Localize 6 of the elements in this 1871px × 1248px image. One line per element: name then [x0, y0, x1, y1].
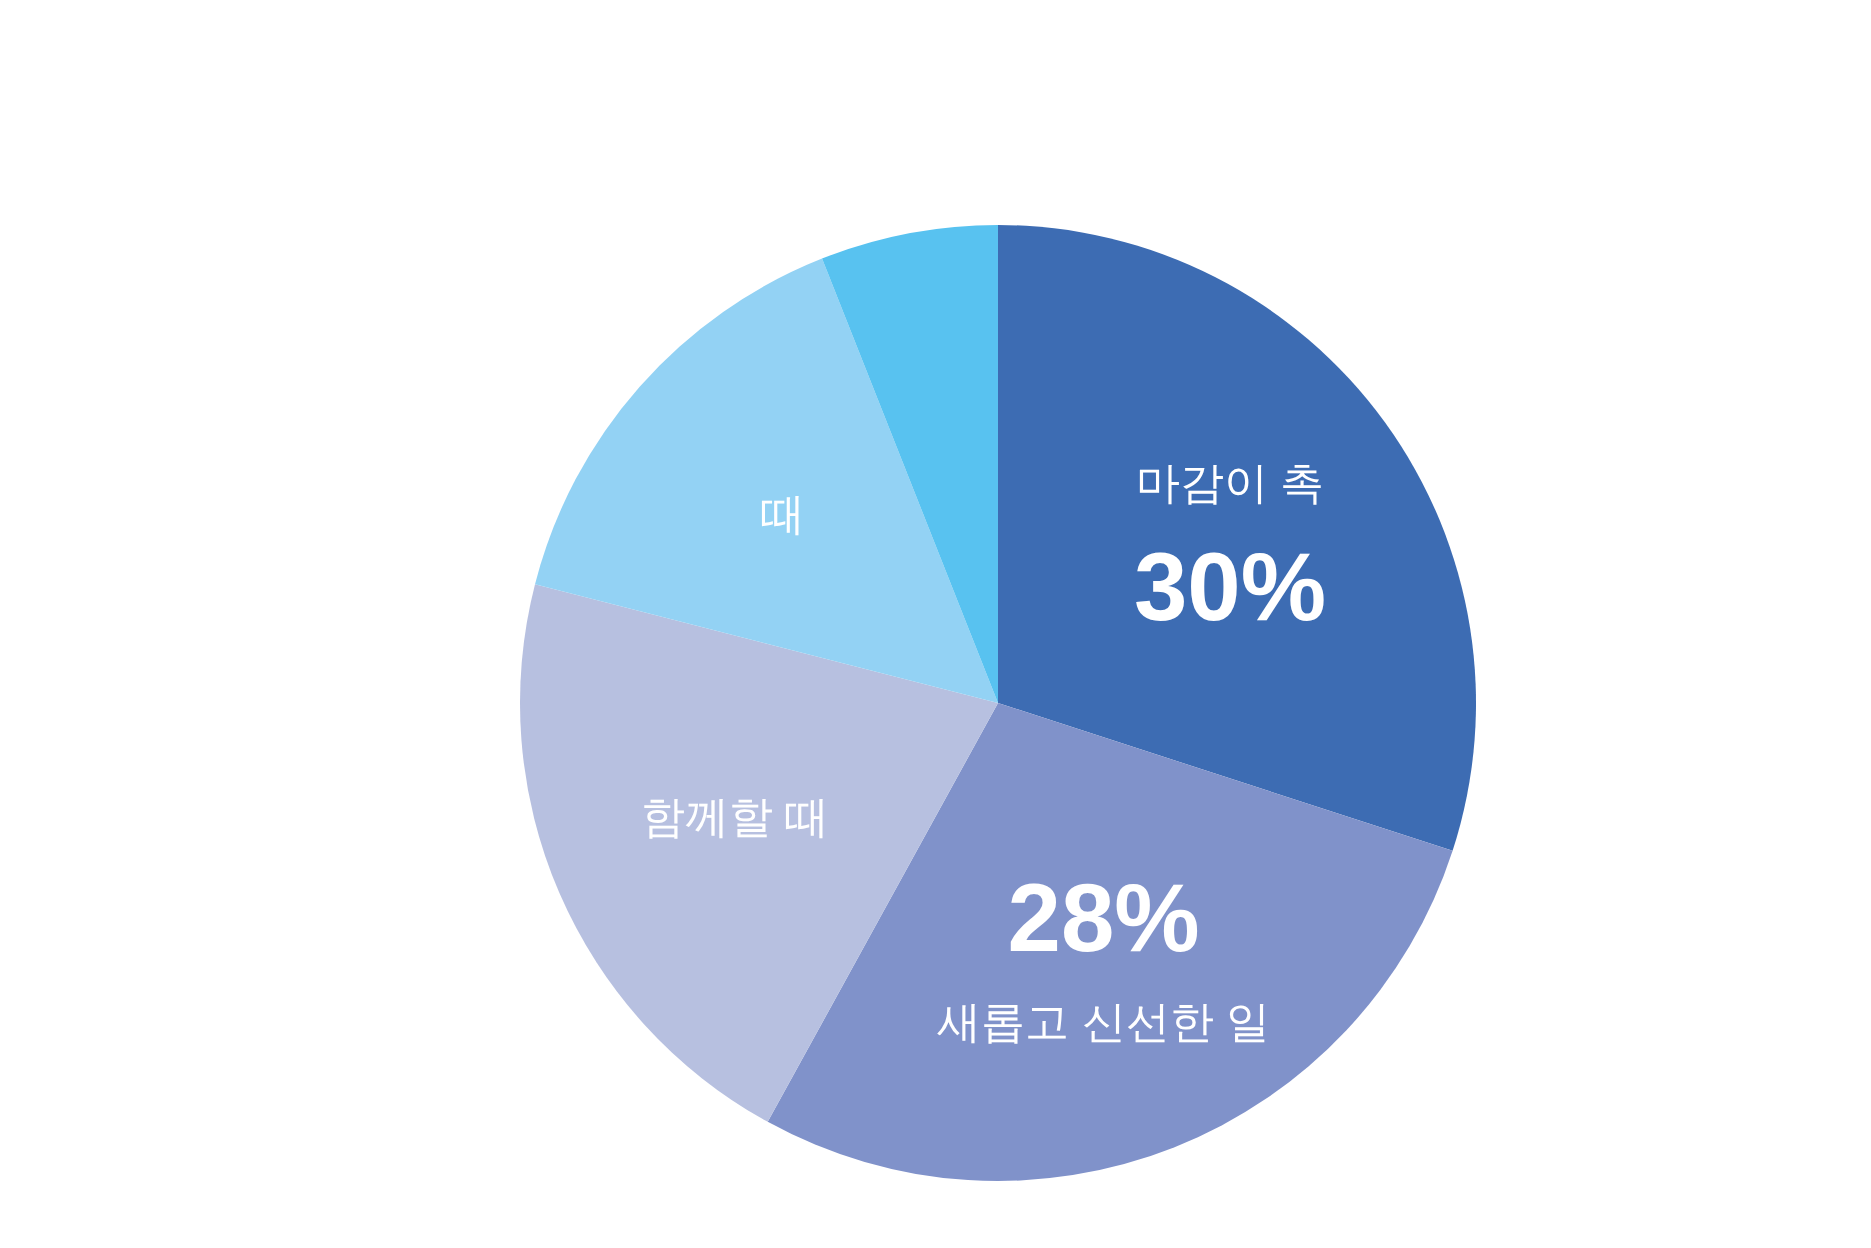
- slice-label: 마감이 촉: [1135, 457, 1325, 507]
- slice-label: 새롭고 신선한 일: [937, 997, 1270, 1047]
- data-label: 30%: [1133, 532, 1327, 640]
- slice-label: 때: [760, 488, 805, 538]
- slice-label: 함께할 때: [640, 792, 829, 842]
- data-label: 28%: [1007, 864, 1200, 972]
